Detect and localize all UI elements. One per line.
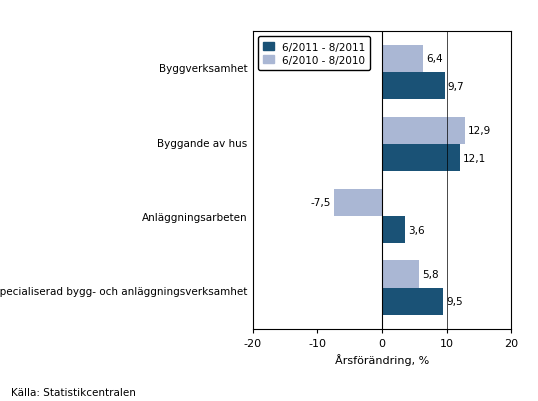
Bar <box>382 73 444 100</box>
Text: Specialiserad bygg- och anläggningsverksamhet: Specialiserad bygg- och anläggningsverks… <box>0 287 247 297</box>
Text: 6,4: 6,4 <box>426 54 443 64</box>
Bar <box>382 117 465 145</box>
Text: Byggverksamhet: Byggverksamhet <box>159 64 247 74</box>
Text: -7,5: -7,5 <box>310 198 331 208</box>
Legend: 6/2011 - 8/2011, 6/2010 - 8/2010: 6/2011 - 8/2011, 6/2010 - 8/2010 <box>258 37 371 71</box>
Bar <box>334 189 382 216</box>
Text: Byggande av hus: Byggande av hus <box>157 138 247 148</box>
Text: Källa: Statistikcentralen: Källa: Statistikcentralen <box>11 387 136 397</box>
Text: Anläggningsarbeten: Anläggningsarbeten <box>142 213 247 223</box>
Text: 9,5: 9,5 <box>446 297 463 307</box>
Bar <box>382 261 420 288</box>
Text: 12,1: 12,1 <box>463 153 486 163</box>
Bar <box>382 288 443 315</box>
X-axis label: Årsförändring, %: Årsförändring, % <box>335 353 429 365</box>
Text: 5,8: 5,8 <box>422 269 438 279</box>
Text: 3,6: 3,6 <box>408 225 424 235</box>
Bar <box>382 216 405 243</box>
Text: 12,9: 12,9 <box>468 126 491 136</box>
Bar <box>382 46 423 73</box>
Bar <box>382 145 460 172</box>
Text: 9,7: 9,7 <box>447 81 464 91</box>
